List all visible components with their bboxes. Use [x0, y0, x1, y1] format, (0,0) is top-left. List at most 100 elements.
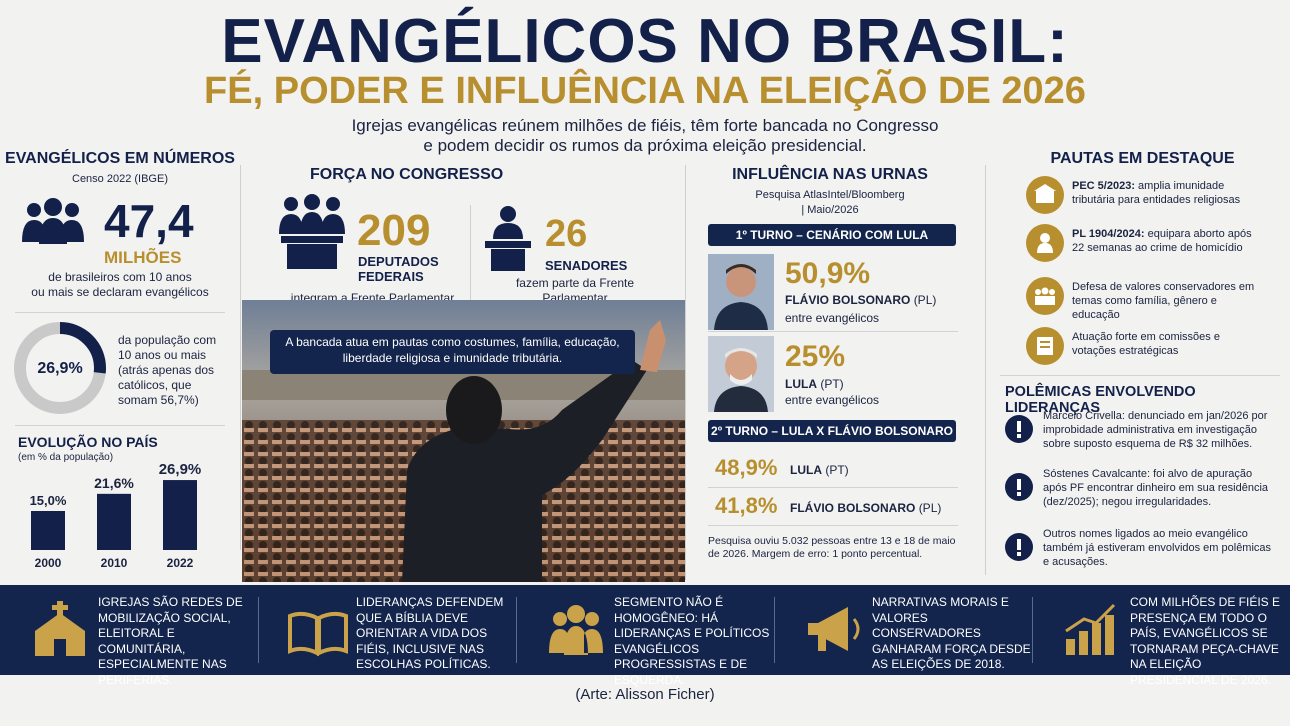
deputies-icon — [279, 194, 345, 269]
senators-icon — [485, 206, 531, 271]
candidate-name: LULA — [790, 463, 822, 477]
icon-shape — [1037, 337, 1053, 355]
agenda-text: amplia imunidade tributária para entidad… — [1072, 180, 1241, 206]
donut-segment — [14, 322, 106, 414]
divider — [985, 165, 986, 575]
icon-shape — [567, 605, 585, 623]
divider — [1000, 375, 1280, 376]
heading: INFLUÊNCIA NAS URNAS — [732, 166, 928, 183]
icon-shape — [1037, 233, 1053, 253]
icon-shape — [1035, 296, 1055, 305]
agenda-item: PL 1904/2024: equipara aborto após 22 se… — [1072, 228, 1257, 256]
agenda-item: PEC 5/2023: amplia imunidade tributária … — [1072, 180, 1257, 208]
icon-shape — [1065, 603, 1116, 633]
heading: EVOLUÇÃO NO PAÍS — [18, 434, 158, 450]
icon-shape — [549, 626, 603, 655]
credit: (Arte: Alisson Ficher) — [575, 686, 715, 703]
agenda-item: Atuação forte em comissões e votações es… — [1072, 331, 1257, 359]
candidate-name: LULA — [785, 377, 817, 391]
candidate-name: FLÁVIO BOLSONARO — [785, 293, 911, 307]
subtitle: FÉ, PODER E INFLUÊNCIA NA ELEIÇÃO DE 202… — [204, 70, 1086, 112]
bar — [163, 480, 197, 550]
divider — [258, 597, 259, 663]
party: (PT) — [820, 377, 844, 391]
footnote: Pesquisa ouviu 5.032 pessoas entre 13 e … — [708, 535, 956, 561]
title: EVANGÉLICOS NO BRASIL: — [221, 7, 1069, 76]
divider — [15, 312, 225, 313]
candidate: LULA (PT) — [785, 377, 844, 391]
senators-label: SENADORES — [545, 258, 628, 273]
poll-note: entre evangélicos — [785, 311, 880, 325]
unit: MILHÕES — [104, 248, 182, 267]
poll-pct: 25% — [785, 340, 846, 373]
controversy-item: Sóstenes Cavalcante: foi alvo de apuraçã… — [1043, 468, 1269, 508]
footer-cell: NARRATIVAS MORAIS E VALORES CONSERVADORE… — [782, 595, 1040, 671]
icon-shape — [35, 613, 85, 656]
icon-shape — [1034, 184, 1056, 191]
bar-value-label: 15,0% — [30, 493, 67, 508]
icon-shape — [1040, 346, 1050, 348]
icon-shape — [52, 605, 68, 610]
icon-shape — [808, 607, 848, 651]
icon-shape — [54, 639, 66, 656]
icon-shape — [1017, 492, 1021, 496]
heading: FORÇA NO CONGRESSO — [310, 166, 504, 183]
footer-icon — [549, 605, 603, 655]
poll-source: Pesquisa AtlasIntel/Bloomberg | Maio/202… — [695, 188, 965, 218]
divider — [685, 165, 686, 580]
party: (PL) — [918, 501, 942, 515]
footer-text: LIDERANÇAS DEFENDEM QUE A BÍBLIA DEVE OR… — [356, 595, 504, 672]
deputies-label: DEPUTADOS FEDERAIS — [358, 254, 439, 284]
label-line: FEDERAIS — [358, 269, 424, 284]
bar — [31, 511, 65, 550]
icon-shape — [1041, 287, 1049, 295]
agenda-text: Atuação forte em comissões e votações es… — [1072, 331, 1220, 357]
footer-text: COM MILHÕES DE FIÉIS E PRESENÇA EM TODO … — [1130, 595, 1281, 687]
alert-icon — [1005, 533, 1033, 561]
agenda-icon — [1026, 277, 1064, 315]
icon-shape — [1017, 552, 1021, 556]
divider — [708, 331, 958, 332]
agenda-label: PL 1904/2024: — [1072, 228, 1145, 240]
source: Censo 2022 (IBGE) — [72, 173, 168, 185]
footer-text: IGREJAS SÃO REDES DE MOBILIZAÇÃO SOCIAL,… — [98, 595, 243, 687]
footer-cell: LIDERANÇAS DEFENDEM QUE A BÍBLIA DEVE OR… — [266, 595, 524, 671]
footer-text: SEGMENTO NÃO É HOMOGÊNEO: HÁ LIDERANÇAS … — [614, 595, 770, 687]
footer-icon — [288, 611, 348, 657]
party: (PL) — [913, 293, 937, 307]
intro-line: Igrejas evangélicas reúnem milhões de fi… — [351, 116, 939, 135]
icon-shape — [1049, 289, 1055, 295]
label-line: DEPUTADOS — [358, 254, 439, 269]
divider — [15, 425, 225, 426]
party: (PT) — [825, 463, 849, 477]
candidate-photo — [708, 254, 774, 330]
icon-shape — [288, 611, 319, 657]
icon-shape — [1036, 191, 1054, 203]
divider — [774, 597, 775, 663]
intro-line: e podem decidir os rumos da próxima elei… — [423, 136, 867, 155]
round-label: 1º TURNO – CENÁRIO COM LULA — [708, 224, 956, 246]
divider — [708, 487, 958, 488]
controversy-item: Marcelo Crivella: denunciado em jan/2026… — [1043, 410, 1268, 450]
agenda-icon — [1026, 327, 1064, 365]
icon-shape — [1017, 434, 1021, 438]
candidate-name: FLÁVIO BOLSONARO — [790, 501, 916, 515]
icon-shape — [1092, 623, 1101, 655]
footer-icon — [35, 601, 85, 656]
footer-icon — [808, 607, 860, 651]
icon-shape — [1017, 479, 1021, 490]
footer-cell: COM MILHÕES DE FIÉIS E PRESENÇA EM TODO … — [1040, 595, 1290, 687]
description-line: de brasileiros com 10 anos — [48, 270, 192, 284]
icon-shape — [585, 612, 599, 626]
note: (em % da população) — [18, 452, 114, 463]
candidate-photo — [708, 336, 774, 412]
icon-shape — [818, 635, 826, 651]
description: de brasileiros com 10 anos ou mais se de… — [0, 270, 240, 300]
poll-pct: 48,9% — [715, 455, 778, 480]
bar-chart: 15,0% 2000 21,6% 2010 26,9% 2022 — [30, 461, 202, 570]
divider — [470, 205, 471, 315]
senators-number: 26 — [545, 213, 588, 255]
deputies-number: 209 — [357, 206, 431, 255]
icon-shape — [852, 618, 860, 640]
